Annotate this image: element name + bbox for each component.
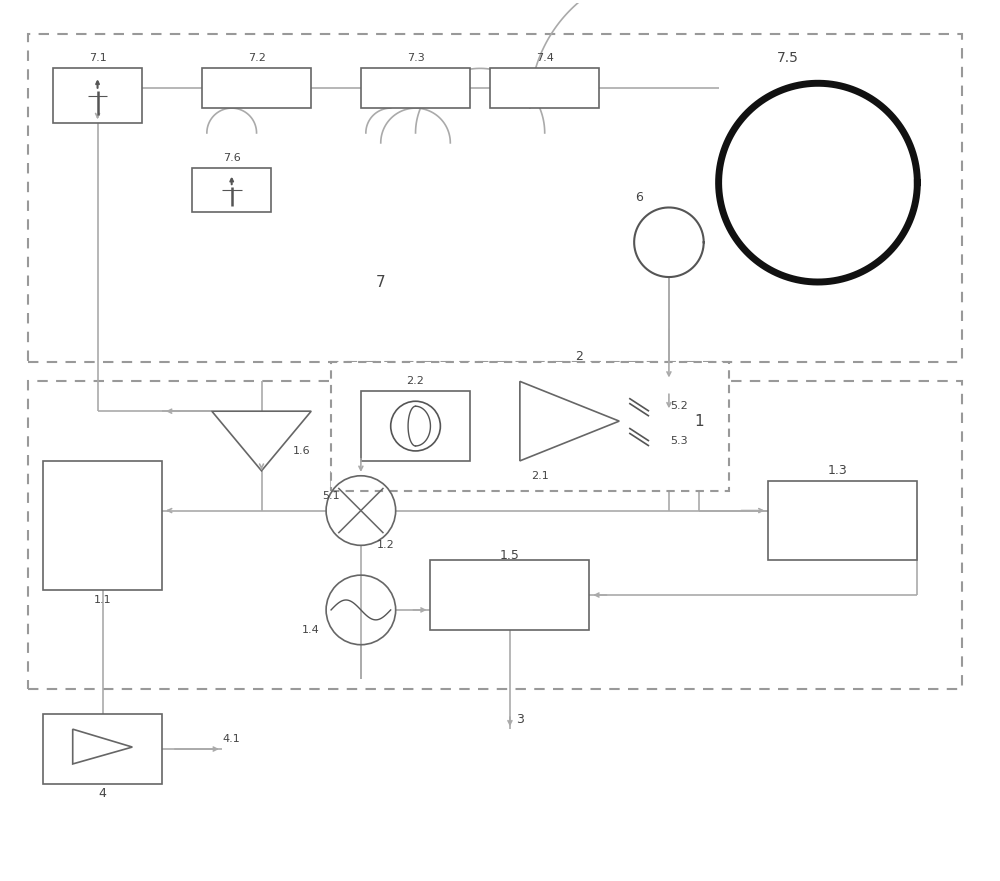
Bar — [28, 381, 962, 690]
Bar — [28, 33, 962, 361]
Text: 3: 3 — [516, 713, 524, 726]
Text: 2.2: 2.2 — [407, 376, 424, 387]
Bar — [43, 461, 162, 590]
Text: 6: 6 — [635, 191, 643, 204]
Bar — [361, 69, 470, 108]
Text: 7.6: 7.6 — [223, 152, 241, 163]
Text: 7.4: 7.4 — [536, 54, 554, 63]
Bar — [361, 391, 470, 461]
Text: 7.2: 7.2 — [248, 54, 265, 63]
Text: 1.6: 1.6 — [292, 446, 310, 456]
Bar — [490, 69, 599, 108]
Bar — [53, 69, 142, 123]
Text: 4.1: 4.1 — [223, 734, 241, 744]
Bar — [192, 167, 271, 212]
Text: 1.1: 1.1 — [94, 595, 111, 605]
Text: 7.5: 7.5 — [777, 51, 799, 65]
Text: 1.5: 1.5 — [500, 549, 520, 562]
Text: 7: 7 — [376, 275, 386, 290]
Text: 1: 1 — [694, 413, 704, 429]
Bar — [43, 714, 162, 784]
Bar — [202, 69, 311, 108]
Text: 4: 4 — [99, 788, 106, 800]
Bar — [768, 481, 917, 560]
Text: 1.3: 1.3 — [828, 464, 848, 478]
Text: 2.1: 2.1 — [531, 470, 549, 481]
Text: 2: 2 — [576, 350, 583, 363]
Text: 1.4: 1.4 — [302, 625, 320, 635]
Text: 5.1: 5.1 — [322, 491, 340, 500]
Bar — [331, 361, 729, 491]
Text: 5.2: 5.2 — [670, 401, 688, 411]
Text: 7.3: 7.3 — [407, 54, 424, 63]
Bar — [430, 560, 589, 630]
Text: 7.1: 7.1 — [89, 54, 106, 63]
Text: 1.2: 1.2 — [377, 540, 395, 551]
Text: 5.3: 5.3 — [670, 436, 688, 446]
